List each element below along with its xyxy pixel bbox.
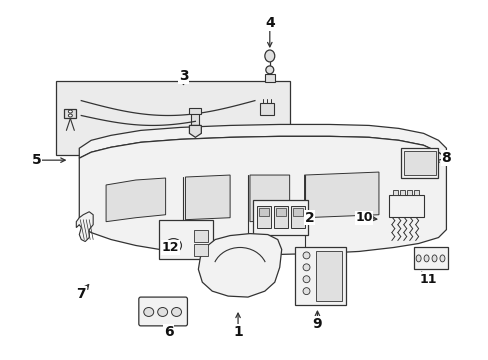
Bar [194,244,208,256]
Bar [275,208,285,216]
Bar [252,200,307,235]
Ellipse shape [171,307,181,316]
Bar [406,190,411,195]
Bar [403,151,435,175]
Ellipse shape [264,50,274,62]
Ellipse shape [165,239,181,252]
Text: 9: 9 [312,317,322,331]
Text: 10: 10 [355,211,372,224]
Ellipse shape [439,255,444,262]
Polygon shape [304,172,378,218]
Bar [264,74,274,82]
Bar [273,206,287,228]
Ellipse shape [265,66,273,74]
Ellipse shape [157,307,167,316]
Ellipse shape [68,110,72,113]
Ellipse shape [303,288,309,294]
Bar [189,108,201,113]
FancyBboxPatch shape [139,297,187,326]
Bar [292,208,302,216]
Bar [158,220,213,260]
Polygon shape [76,212,93,242]
Text: 6: 6 [163,325,173,339]
Polygon shape [198,234,281,297]
Ellipse shape [303,252,309,259]
Polygon shape [79,125,446,158]
Polygon shape [79,136,446,255]
Bar [56,81,289,155]
Ellipse shape [415,255,420,262]
Bar [258,208,268,216]
Text: 3: 3 [178,69,188,83]
Bar [388,195,423,217]
Bar [399,190,404,195]
Polygon shape [249,175,289,222]
Text: 7: 7 [76,287,86,301]
Bar [256,206,270,228]
Bar [413,247,447,269]
Bar [400,148,438,178]
Text: 4: 4 [264,16,274,30]
Ellipse shape [431,255,436,262]
Ellipse shape [68,114,72,117]
Bar [191,112,199,125]
Text: 12: 12 [162,241,179,254]
Bar [259,103,273,114]
Ellipse shape [169,242,177,249]
Ellipse shape [303,276,309,283]
Text: 11: 11 [419,273,436,286]
Ellipse shape [143,307,153,316]
Bar [392,190,397,195]
Text: 8: 8 [441,151,450,165]
Bar [290,206,304,228]
Bar [413,190,418,195]
Bar [294,247,346,305]
Bar [194,230,208,242]
Polygon shape [189,125,201,137]
Text: 1: 1 [233,325,243,339]
Text: 5: 5 [32,153,41,167]
Bar [316,251,342,301]
Polygon shape [185,175,230,220]
Ellipse shape [303,264,309,271]
Polygon shape [64,109,76,118]
Ellipse shape [423,255,428,262]
Polygon shape [106,178,165,222]
Text: 2: 2 [304,211,314,225]
